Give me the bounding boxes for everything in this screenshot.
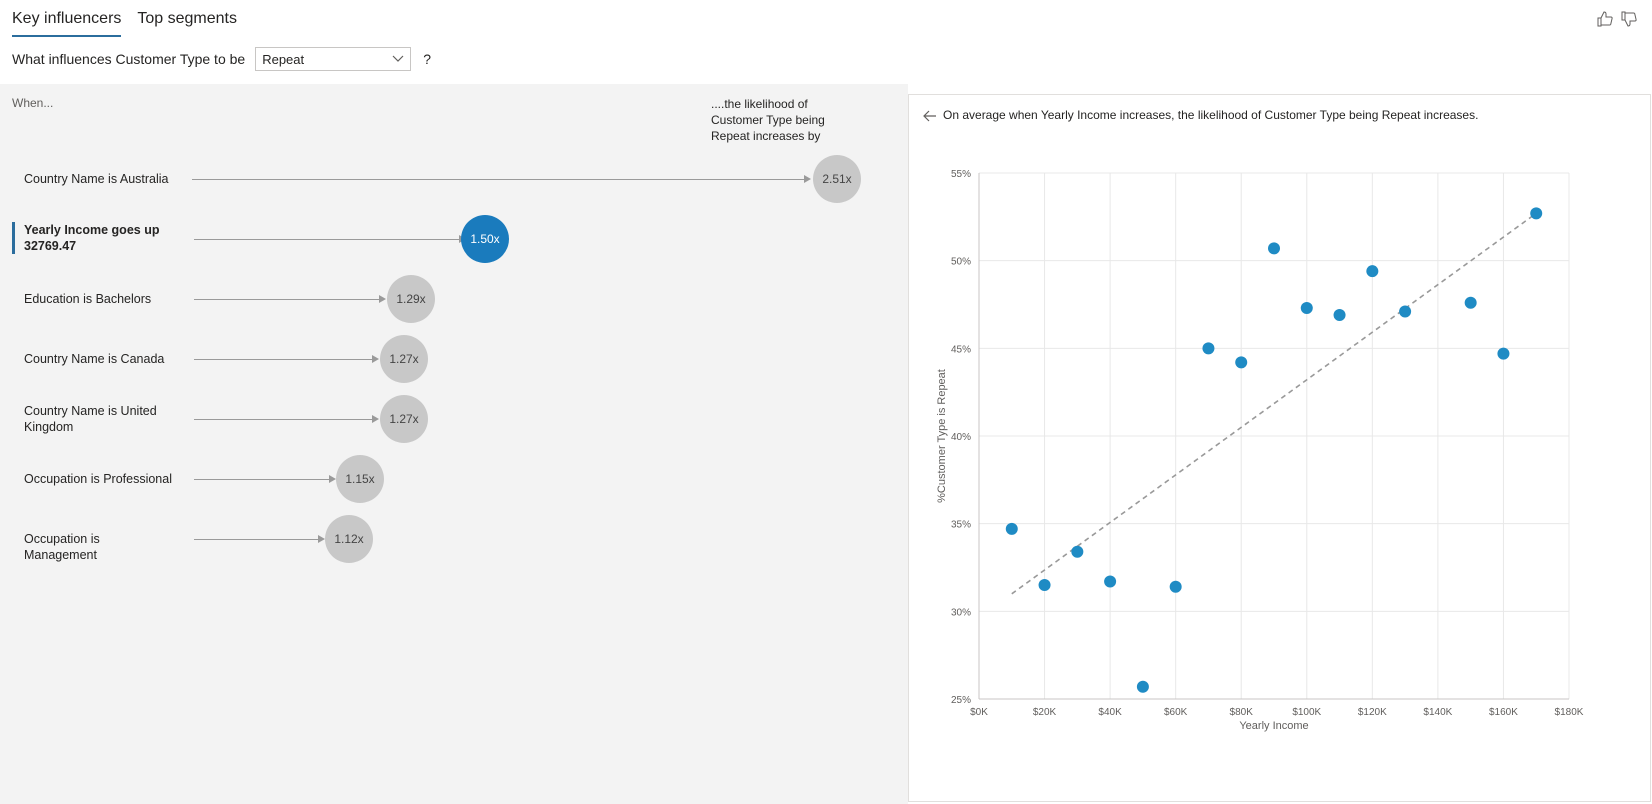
y-tick-label: 35% (951, 520, 971, 531)
data-point (1169, 580, 1182, 593)
thumbs-up-icon[interactable] (1596, 10, 1614, 28)
arrow-icon (372, 415, 379, 423)
data-point (1366, 265, 1379, 278)
trendline (1011, 212, 1537, 595)
influencer-bubble-yearly-income[interactable]: 1.50x (461, 215, 509, 263)
when-label: When... (12, 96, 54, 110)
influencer-line (194, 299, 379, 300)
influencer-line (194, 239, 459, 240)
influencer-label-professional[interactable]: Occupation is Professional (24, 472, 172, 486)
influencers-panel: When... ....the likelihood of Customer T… (0, 84, 908, 804)
chart-gridlines (978, 172, 1570, 700)
influencer-label-yearly-income[interactable]: Yearly Income goes up 32769.47 (24, 223, 160, 253)
x-tick-label: $140K (1423, 707, 1452, 718)
influencer-label-united-kingdom[interactable]: Country Name is United Kingdom (24, 404, 157, 434)
arrow-icon (804, 175, 811, 183)
data-point (1136, 680, 1149, 693)
x-tick-label: $180K (1555, 707, 1584, 718)
data-point (1104, 575, 1117, 588)
influencer-bubble-canada[interactable]: 1.27x (380, 335, 428, 383)
data-point (1497, 347, 1510, 360)
x-tick-label: $160K (1489, 707, 1518, 718)
influencer-line (194, 479, 329, 480)
influencer-line (194, 359, 372, 360)
data-point (1464, 296, 1477, 309)
data-points (1005, 207, 1543, 693)
x-tick-label: $20K (1033, 707, 1057, 718)
x-tick-label: $0K (970, 707, 988, 718)
likelihood-label: ....the likelihood of Customer Type bein… (711, 97, 825, 143)
influencer-bubble-united-kingdom[interactable]: 1.27x (380, 395, 428, 443)
data-point (1202, 342, 1215, 355)
data-point (1399, 305, 1412, 318)
selection-indicator (12, 222, 15, 254)
influencer-bubble-australia[interactable]: 2.51x (813, 155, 861, 203)
x-tick-label: $80K (1230, 707, 1254, 718)
influencer-bubble-management[interactable]: 1.12x (325, 515, 373, 563)
arrow-icon (329, 475, 336, 483)
y-axis-label: %Customer Type is Repeat (936, 369, 948, 503)
detail-description: On average when Yearly Income increases,… (943, 108, 1479, 122)
x-axis-ticks: $0K $20K $40K $60K $80K $100K $120K $140K $160K $… (970, 707, 1584, 718)
back-arrow-icon[interactable] (923, 109, 937, 123)
tab-bar: Key influencers Top segments (12, 10, 253, 37)
data-point (1235, 356, 1248, 369)
arrow-icon (318, 535, 325, 543)
data-point (1071, 545, 1084, 558)
y-axis-ticks: 25% 30% 35% 40% 45% 50% 55% (951, 169, 971, 706)
influencer-line (194, 539, 318, 540)
data-point (1268, 242, 1280, 255)
tab-key-influencers[interactable]: Key influencers (12, 10, 122, 37)
x-tick-label: $120K (1358, 707, 1387, 718)
influencer-label-management[interactable]: Occupation is Management (24, 532, 100, 562)
y-tick-label: 40% (951, 432, 971, 443)
question-row: What influences Customer Type to be Repe… (12, 46, 431, 72)
y-tick-label: 30% (951, 607, 971, 618)
detail-panel: On average when Yearly Income increases,… (908, 94, 1651, 802)
influencer-label-canada[interactable]: Country Name is Canada (24, 352, 165, 366)
influencer-line (192, 179, 804, 180)
question-suffix: ? (423, 51, 431, 67)
arrow-icon (379, 295, 386, 303)
dropdown-value: Repeat (262, 51, 305, 67)
x-tick-label: $60K (1164, 707, 1188, 718)
data-point (1333, 309, 1346, 322)
influencer-line (194, 419, 372, 420)
data-point (1300, 302, 1313, 315)
scatter-chart: 25% 30% 35% 40% 45% 50% 55% $0K $20K $40K $60K $80… (936, 169, 1584, 732)
x-tick-label: $40K (1098, 707, 1122, 718)
data-point (1005, 522, 1018, 535)
question-prefix: What influences Customer Type to be (12, 51, 246, 67)
influencer-bubble-education[interactable]: 1.29x (387, 275, 435, 323)
y-tick-label: 50% (951, 257, 971, 268)
x-axis-label: Yearly Income (1239, 720, 1308, 732)
influencer-label-education[interactable]: Education is Bachelors (24, 292, 152, 306)
thumbs-down-icon[interactable] (1620, 10, 1638, 28)
y-tick-label: 45% (951, 344, 971, 355)
data-point (1530, 207, 1543, 220)
influencer-label-australia[interactable]: Country Name is Australia (24, 172, 169, 186)
y-tick-label: 55% (951, 169, 971, 180)
chevron-down-icon (392, 55, 404, 62)
influencer-bubble-professional[interactable]: 1.15x (336, 455, 384, 503)
y-tick-label: 25% (951, 695, 971, 706)
data-point (1038, 579, 1051, 592)
feedback-buttons (1596, 10, 1638, 28)
x-tick-label: $100K (1292, 707, 1321, 718)
customer-type-dropdown[interactable]: Repeat (255, 47, 412, 71)
arrow-icon (372, 355, 379, 363)
tab-top-segments[interactable]: Top segments (137, 10, 237, 27)
